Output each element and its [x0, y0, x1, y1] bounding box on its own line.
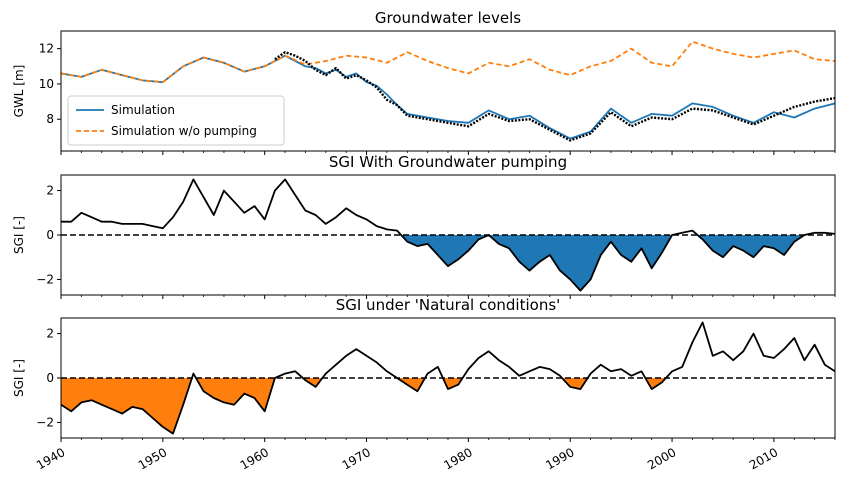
y-axis-label: SGI [-] [12, 216, 26, 254]
plot-area [61, 178, 835, 292]
x-tick-label: 1960 [238, 445, 271, 472]
panel-2: −2 0 2 SGI With Groundwater pumping SGI [-] [12, 153, 836, 299]
y-tick-label: 0 [46, 371, 54, 385]
deficit-fill [61, 235, 835, 291]
x-tick-label: 2010 [747, 445, 780, 472]
y-tick-label: 8 [46, 112, 54, 126]
y-tick-label: 10 [39, 77, 54, 91]
series-line-3 [274, 51, 835, 142]
panel-title: Groundwater levels [375, 9, 521, 27]
legend-label-simulation: Simulation [111, 103, 175, 117]
x-tick-label: 1940 [34, 445, 67, 472]
x-tick-label: 1970 [340, 445, 373, 472]
legend: Simulation Simulation w/o pumping [67, 95, 285, 146]
plot-area [61, 40, 835, 142]
panel-1: 8 10 12 Groundwater levels GWL [m] [12, 9, 836, 155]
y-tick-label: −2 [36, 272, 54, 286]
x-tick-label: 1980 [441, 445, 474, 472]
x-tick-label: 1990 [543, 445, 576, 472]
legend-box [67, 95, 285, 146]
panel-title: SGI With Groundwater pumping [329, 153, 567, 171]
deficit-fill [61, 378, 835, 434]
series-line-2 [61, 40, 835, 84]
sgi-line [61, 178, 835, 292]
y-tick-label: 12 [39, 42, 54, 56]
sgi-line [61, 321, 835, 435]
x-tick-label: 2000 [645, 445, 678, 472]
y-axis-label: SGI [-] [12, 359, 26, 397]
y-tick-label: 2 [46, 327, 54, 341]
legend-label-no-pumping: Simulation w/o pumping [111, 124, 257, 138]
plot-area [61, 321, 835, 435]
panel-3: −2 0 2 SGI under 'Natural conditions' SGI [-… [12, 296, 836, 442]
y-axis-label: GWL [m] [12, 65, 26, 118]
y-tick-label: 2 [46, 184, 54, 198]
y-tick-label: −2 [36, 415, 54, 429]
x-tick-label: 1950 [136, 445, 169, 472]
x-axis-labels: 1940 1950 1960 1970 1980 1990 2000 2010 [34, 445, 780, 472]
panel-title: SGI under 'Natural conditions' [336, 296, 561, 314]
y-tick-label: 0 [46, 228, 54, 242]
